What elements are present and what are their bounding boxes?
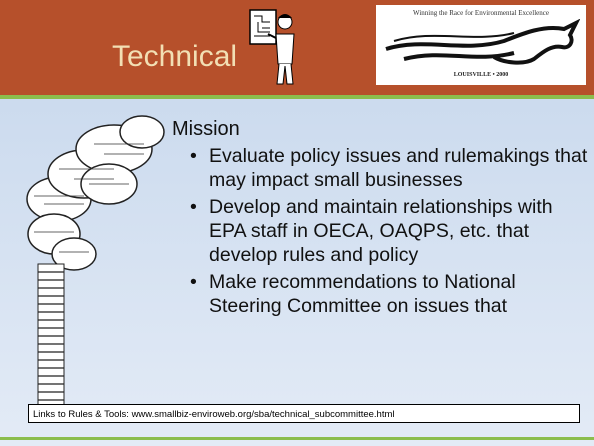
divider [0,437,594,440]
section-heading: Mission [172,118,240,141]
link-box: Links to Rules & Tools: www.smallbiz-env… [28,404,580,423]
slide-title: Technical [112,40,237,74]
divider [0,95,594,99]
technician-icon [248,8,296,88]
smokestack-art [14,104,174,414]
page: Technical Winning the Race for Environme… [0,0,594,446]
horse-logo [384,19,580,71]
logo-location: LOUISVILLE • 2000 [376,72,586,78]
bullet-list: Evaluate policy issues and rulemakings t… [190,144,590,321]
slide: Technical Winning the Race for Environme… [0,0,594,446]
logo: Winning the Race for Environmental Excel… [376,5,586,85]
bullet: Develop and maintain relationships with … [190,195,590,267]
bullet: Evaluate policy issues and rulemakings t… [190,144,590,192]
logo-tagline: Winning the Race for Environmental Excel… [376,9,586,17]
bullet: Make recommendations to National Steerin… [190,270,590,318]
